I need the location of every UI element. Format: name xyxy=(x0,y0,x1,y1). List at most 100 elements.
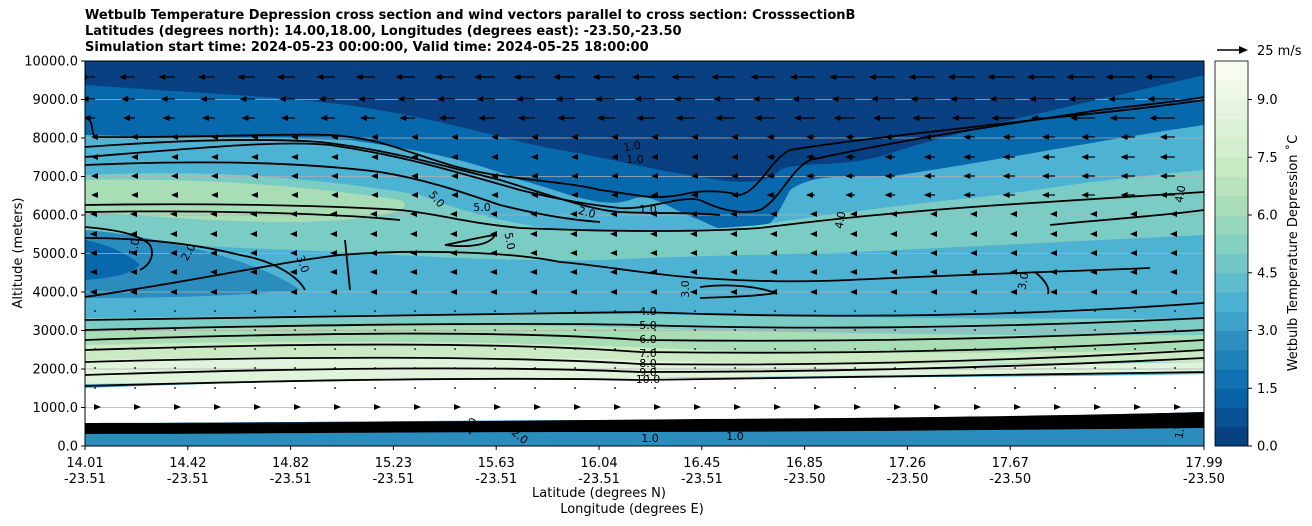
wind-vector xyxy=(934,367,936,369)
wind-vector-head xyxy=(530,250,537,256)
wind-vector-head xyxy=(1050,231,1057,237)
field-upper-darkest xyxy=(85,61,1204,182)
wind-vector-head xyxy=(91,173,98,179)
wind-vector-head xyxy=(1170,269,1177,275)
wind-vector-head xyxy=(1107,96,1115,102)
wind-vector-head xyxy=(210,211,217,217)
wind-vector-head xyxy=(254,423,261,429)
wind-vector-head xyxy=(1054,423,1061,429)
contour-label: 8.0 xyxy=(639,357,657,370)
wind-vector xyxy=(494,310,496,312)
wind-vector xyxy=(654,348,656,350)
wind-vector-head xyxy=(331,192,338,198)
wind-vector xyxy=(374,367,376,369)
y-tick-label: 6000.0 xyxy=(33,209,79,224)
wind-vector-head xyxy=(331,173,338,179)
colorbar-tick-label: 3.0 xyxy=(1257,324,1278,339)
wind-vector xyxy=(374,329,376,331)
wind-vector-head xyxy=(85,96,89,102)
wind-vector-head xyxy=(610,211,617,217)
wind-vector-head xyxy=(730,250,737,256)
wind-vector-head xyxy=(291,173,298,179)
wind-vector-head xyxy=(410,231,417,237)
wind-vector-head xyxy=(254,404,261,410)
wind-vector xyxy=(934,329,936,331)
wind-vector xyxy=(894,348,896,350)
wind-vector-head xyxy=(1054,404,1061,410)
wind-vector-head xyxy=(478,115,486,121)
wind-vector-head xyxy=(411,134,418,140)
wind-vector-head xyxy=(854,404,861,410)
wind-vector-head xyxy=(1081,192,1089,198)
wind-vector-head xyxy=(910,96,918,102)
wind-vector-head xyxy=(614,423,621,429)
boundary-layer-contours xyxy=(85,412,1204,434)
wind-vector-head xyxy=(374,423,381,429)
wind-vector-head xyxy=(930,269,937,275)
wind-vector-head xyxy=(814,404,821,410)
wind-vector-head xyxy=(793,115,801,121)
wind-vector-head xyxy=(610,289,617,295)
wind-vector-head xyxy=(1050,250,1057,256)
wind-vector xyxy=(694,310,696,312)
colorbar-tick-label: 6.0 xyxy=(1257,209,1278,224)
wind-vector xyxy=(454,387,456,389)
wind-vector-head xyxy=(374,404,381,410)
wind-vector-head xyxy=(730,211,737,217)
wind-vector-head xyxy=(211,134,218,140)
wind-vector xyxy=(534,310,536,312)
wind-vector-head xyxy=(170,289,177,295)
wind-vector-head xyxy=(845,134,853,140)
colorbar-swatch xyxy=(1215,99,1248,120)
mbl-contour-band xyxy=(85,412,1204,434)
wind-vector-head xyxy=(454,404,461,410)
wind-vector-head xyxy=(734,404,741,410)
wind-vector-head xyxy=(474,74,482,80)
wind-vector-head xyxy=(438,115,446,121)
wind-vector-head xyxy=(596,115,604,121)
wind-vector xyxy=(894,329,896,331)
wind-vector-head xyxy=(158,74,166,80)
wind-vector xyxy=(1134,329,1136,331)
wind-vector-head xyxy=(531,134,538,140)
wind-vector-head xyxy=(171,154,178,160)
y-tick-label: 10000.0 xyxy=(24,55,78,70)
wind-vector-head xyxy=(211,192,218,198)
wind-vector-head xyxy=(410,269,417,275)
y-tick-label: 3000.0 xyxy=(33,324,79,339)
wind-vector-head xyxy=(334,423,341,429)
wind-vector-head xyxy=(410,289,417,295)
wind-vector-head xyxy=(1120,173,1128,179)
wind-vector-head xyxy=(294,404,301,410)
wind-vector-head xyxy=(330,211,337,217)
wind-vector-head xyxy=(553,74,561,80)
wind-vector xyxy=(654,310,656,312)
wind-vector-head xyxy=(410,250,417,256)
colorbar-tick-label: 7.5 xyxy=(1257,151,1278,166)
wind-vector-head xyxy=(490,269,497,275)
wind-vector-head xyxy=(131,173,138,179)
wind-vector-head xyxy=(434,74,442,80)
x-tick-label-lon: -23.50 xyxy=(886,472,928,487)
wind-vector-head xyxy=(214,404,221,410)
wind-vector-head xyxy=(571,192,578,198)
wind-vector-head xyxy=(890,211,897,217)
wind-vector-head xyxy=(359,115,367,121)
wind-vector-head xyxy=(833,115,841,121)
wind-vector-head xyxy=(690,269,697,275)
contour-line xyxy=(85,317,1204,331)
wind-vector xyxy=(1054,367,1056,369)
wind-vector xyxy=(174,367,176,369)
wind-vector-head xyxy=(963,173,971,179)
colorbar-swatch xyxy=(1215,369,1248,389)
wind-vector-head xyxy=(411,173,418,179)
x-tick-label-lon: -23.51 xyxy=(372,472,414,487)
contour-line xyxy=(85,237,306,291)
wind-vector-head xyxy=(490,289,497,295)
wind-vector xyxy=(654,387,656,389)
x-tick-label-lat: 16.45 xyxy=(683,456,720,471)
wind-vector xyxy=(1094,348,1096,350)
wind-vector-head xyxy=(94,404,101,410)
chart-title: Wetbulb Temperature Depression cross sec… xyxy=(85,8,855,56)
wind-vector-head xyxy=(574,404,581,410)
